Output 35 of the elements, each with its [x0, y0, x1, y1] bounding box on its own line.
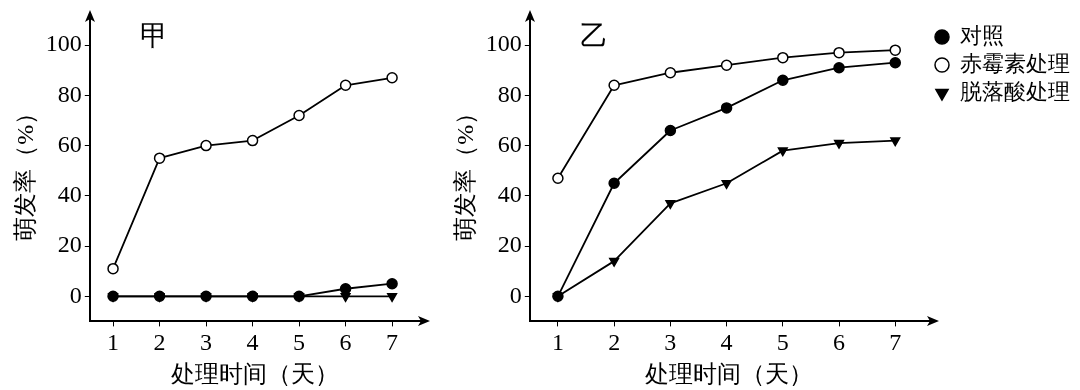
y-tick-label: 0 — [69, 281, 82, 308]
legend-label: 赤霉素处理 — [960, 50, 1070, 76]
y-axis-title: 萌发率（%） — [451, 100, 478, 241]
x-tick-label: 4 — [246, 329, 259, 356]
x-axis-title: 处理时间（天） — [645, 360, 814, 387]
y-tick-label: 60 — [497, 130, 522, 157]
x-tick-label: 6 — [339, 329, 352, 356]
chart-title: 甲 — [139, 20, 168, 52]
x-tick-label: 3 — [664, 329, 677, 356]
x-tick-label: 5 — [776, 329, 789, 356]
y-tick-label: 80 — [57, 80, 82, 107]
x-tick-label: 4 — [720, 329, 733, 356]
x-tick-label: 3 — [200, 329, 213, 356]
x-tick-label: 2 — [153, 329, 166, 356]
x-tick-label: 5 — [293, 329, 306, 356]
y-tick-label: 0 — [509, 281, 522, 308]
x-tick-label: 7 — [889, 329, 902, 356]
x-tick-label: 6 — [833, 329, 846, 356]
x-tick-label: 1 — [107, 329, 120, 356]
y-tick-label: 100 — [485, 30, 522, 57]
y-axis-title: 萌发率（%） — [11, 100, 38, 241]
y-tick-label: 60 — [57, 130, 82, 157]
y-tick-label: 20 — [497, 231, 522, 258]
legend-label: 脱落酸处理 — [960, 78, 1070, 104]
x-tick-label: 2 — [608, 329, 621, 356]
y-tick-label: 80 — [497, 80, 522, 107]
legend-label: 对照 — [960, 22, 1004, 48]
y-tick-label: 40 — [57, 181, 82, 208]
x-tick-label: 7 — [386, 329, 399, 356]
y-tick-label: 100 — [45, 30, 82, 57]
chart-title: 乙 — [579, 20, 608, 52]
y-tick-label: 40 — [497, 181, 522, 208]
x-tick-label: 1 — [551, 329, 564, 356]
x-axis-title: 处理时间（天） — [170, 360, 339, 387]
y-tick-label: 20 — [57, 231, 82, 258]
